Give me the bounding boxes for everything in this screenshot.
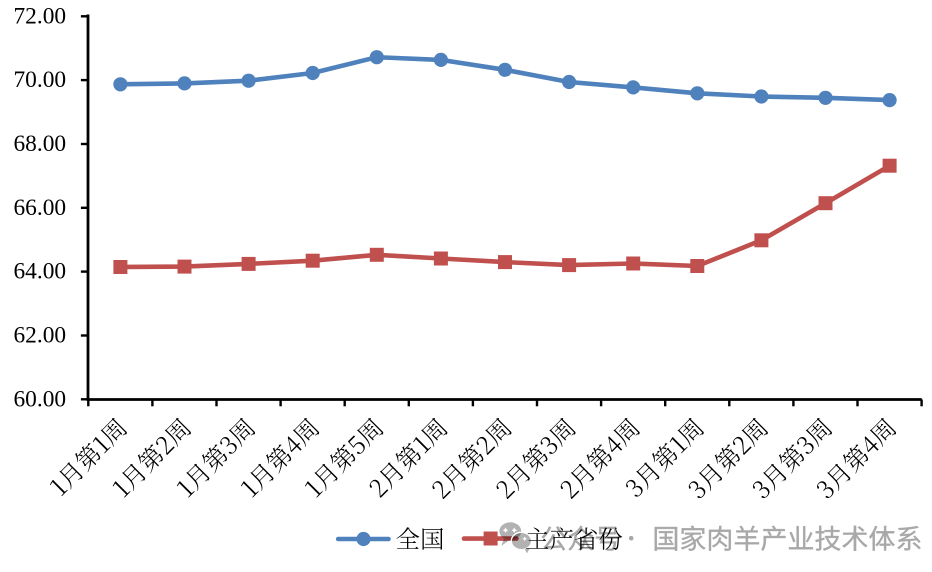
svg-text:68.00: 68.00 (13, 131, 66, 157)
svg-text:64.00: 64.00 (13, 259, 66, 285)
svg-text:60.00: 60.00 (13, 386, 66, 412)
svg-text:72.00: 72.00 (13, 3, 66, 29)
svg-text:62.00: 62.00 (13, 323, 66, 349)
svg-text:70.00: 70.00 (13, 67, 66, 93)
svg-text:66.00: 66.00 (13, 195, 66, 221)
